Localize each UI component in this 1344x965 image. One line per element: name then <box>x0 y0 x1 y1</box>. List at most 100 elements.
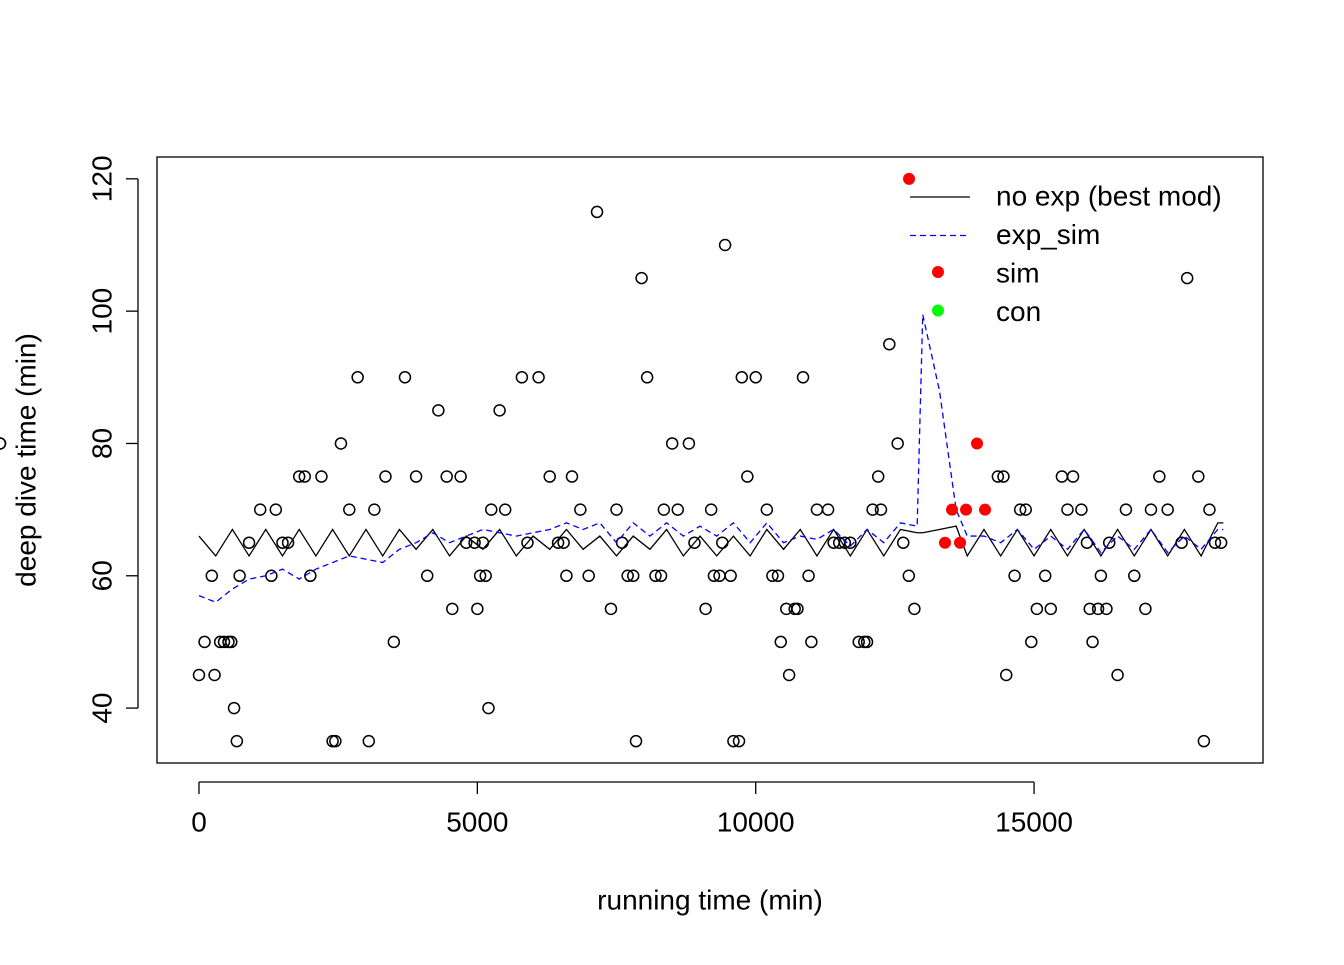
data-point <box>409 470 423 483</box>
data-point <box>1044 602 1058 616</box>
data-point <box>891 437 904 450</box>
data-point <box>707 569 721 583</box>
data-point <box>1208 536 1222 549</box>
data-point <box>1055 470 1069 483</box>
data-point <box>1094 569 1108 583</box>
data-point <box>479 569 492 583</box>
legend-label: sim <box>996 257 1040 288</box>
data-point <box>1192 470 1205 483</box>
data-point <box>329 734 342 748</box>
data-point <box>908 602 921 616</box>
data-point <box>298 470 312 483</box>
legend-label: con <box>996 296 1041 327</box>
data-point <box>343 503 356 516</box>
data-point <box>896 536 910 549</box>
data-point <box>727 734 740 748</box>
data-point <box>315 470 328 483</box>
data-point <box>1111 668 1124 682</box>
data-point <box>946 503 959 516</box>
x-tick-label: 15000 <box>995 806 1073 837</box>
data-point <box>582 569 595 583</box>
data-point <box>874 503 888 516</box>
data-point <box>1128 569 1141 583</box>
data-point <box>771 569 785 583</box>
data-point <box>960 503 973 516</box>
y-axis-label: deep dive time (min) <box>10 333 41 587</box>
data-point <box>621 569 634 583</box>
data-point <box>387 635 401 649</box>
data-point <box>242 536 256 549</box>
y-tick-label: 80 <box>86 428 117 459</box>
data-point <box>615 536 629 549</box>
data-point <box>482 701 495 715</box>
data-point <box>454 470 467 483</box>
data-point <box>230 734 244 748</box>
data-point <box>610 503 623 516</box>
data-point <box>883 337 896 351</box>
data-point <box>979 503 992 516</box>
data-point <box>782 668 796 682</box>
y-tick-label: 60 <box>86 560 117 591</box>
data-point <box>1019 503 1032 516</box>
data-point <box>810 503 824 516</box>
data-point <box>192 668 206 682</box>
data-point <box>334 437 348 450</box>
data-point <box>420 569 434 583</box>
series-line <box>198 314 1224 603</box>
y-tick-label: 40 <box>86 693 117 724</box>
y-tick-label: 120 <box>86 155 117 202</box>
data-point <box>379 470 392 483</box>
data-point <box>1075 503 1088 516</box>
data-point <box>198 635 211 649</box>
data-point <box>351 371 364 384</box>
data-point <box>844 536 857 549</box>
data-point <box>468 536 481 549</box>
data-point <box>1102 536 1116 549</box>
data-point <box>498 503 512 516</box>
data-point <box>590 205 604 219</box>
data-point <box>704 503 718 516</box>
data-point <box>1030 602 1044 616</box>
data-point <box>1100 602 1113 616</box>
data-point <box>1139 602 1152 616</box>
data-point <box>398 371 412 384</box>
data-point <box>233 569 246 583</box>
data-point <box>1025 635 1038 649</box>
data-point <box>735 371 749 384</box>
data-point <box>938 536 951 549</box>
data-point <box>604 602 618 616</box>
legend-symbol <box>932 304 944 317</box>
data-point <box>954 536 967 549</box>
data-point <box>1038 569 1052 583</box>
data-point <box>551 536 565 549</box>
data-point <box>574 503 587 516</box>
data-point <box>521 536 534 549</box>
data-point <box>796 371 810 384</box>
x-tick-label: 0 <box>191 806 207 837</box>
data-point <box>1013 503 1027 516</box>
data-point <box>368 503 381 516</box>
data-point <box>971 437 984 450</box>
data-point <box>760 503 774 516</box>
data-point <box>225 635 238 649</box>
data-point <box>640 371 654 384</box>
data-point <box>749 371 762 384</box>
data-point <box>471 602 484 616</box>
data-point <box>671 503 685 516</box>
data-point <box>0 437 7 450</box>
data-point <box>997 470 1010 483</box>
data-point <box>205 569 219 583</box>
legend-label: no exp (best mod) <box>996 180 1222 211</box>
data-point <box>688 536 701 549</box>
data-point <box>557 536 570 549</box>
data-point <box>860 635 874 649</box>
data-point <box>208 668 221 682</box>
data-point <box>635 271 648 285</box>
data-point <box>493 404 506 417</box>
data-point <box>446 602 459 616</box>
data-point <box>485 503 498 516</box>
data-point <box>432 404 445 417</box>
data-point <box>1066 470 1080 483</box>
data-point <box>276 536 289 549</box>
